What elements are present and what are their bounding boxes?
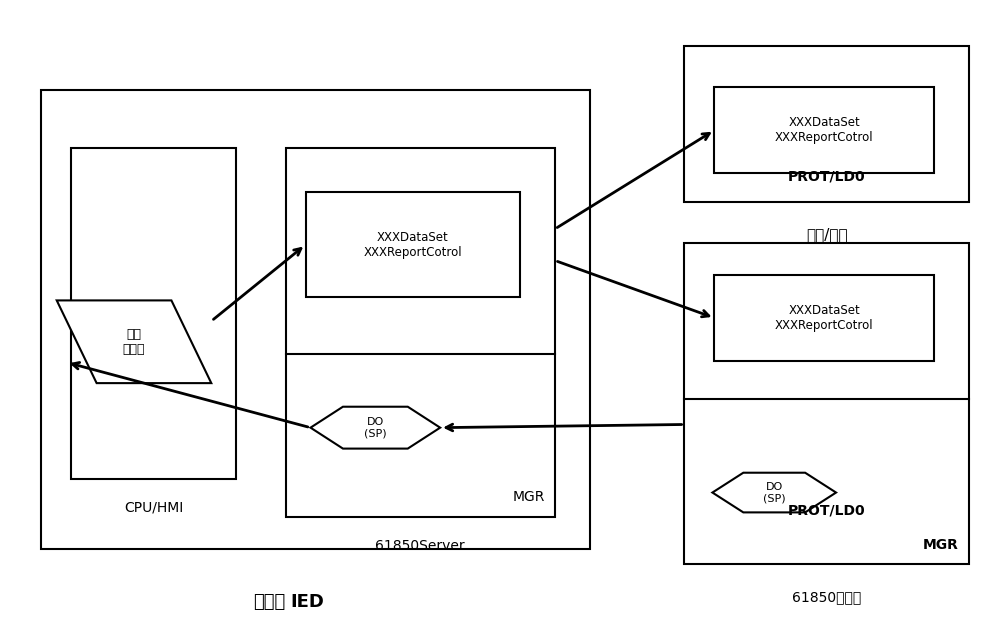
Bar: [71, 148, 236, 479]
Text: 装置
实际点: 装置 实际点: [123, 328, 145, 356]
Text: 就地化: 就地化: [253, 593, 286, 611]
Polygon shape: [311, 406, 440, 449]
Text: PROT/LD0: PROT/LD0: [788, 504, 865, 518]
Polygon shape: [57, 300, 211, 383]
Bar: [714, 88, 934, 173]
Text: DO
(SP): DO (SP): [364, 417, 387, 438]
Text: 61850客户端: 61850客户端: [792, 590, 861, 604]
Polygon shape: [712, 473, 836, 512]
Text: IED: IED: [291, 593, 324, 611]
Text: 后台/主站: 后台/主站: [806, 227, 847, 242]
Bar: [714, 275, 934, 361]
Bar: [286, 148, 555, 517]
Text: XXXDataSet
XXXReportCotrol: XXXDataSet XXXReportCotrol: [775, 116, 873, 144]
Text: DO
(SP): DO (SP): [763, 482, 786, 504]
Text: CPU/HMI: CPU/HMI: [124, 501, 183, 515]
Text: XXXDataSet
XXXReportCotrol: XXXDataSet XXXReportCotrol: [775, 304, 873, 332]
Text: MGR: MGR: [923, 538, 959, 551]
Bar: [684, 243, 969, 564]
Text: 61850Server: 61850Server: [375, 539, 465, 553]
Text: PROT/LD0: PROT/LD0: [788, 169, 865, 183]
Bar: [41, 91, 590, 548]
Text: XXXDataSet
XXXReportCotrol: XXXDataSet XXXReportCotrol: [363, 231, 462, 259]
Text: MGR: MGR: [512, 490, 545, 504]
Bar: [684, 46, 969, 202]
Bar: [306, 192, 520, 297]
